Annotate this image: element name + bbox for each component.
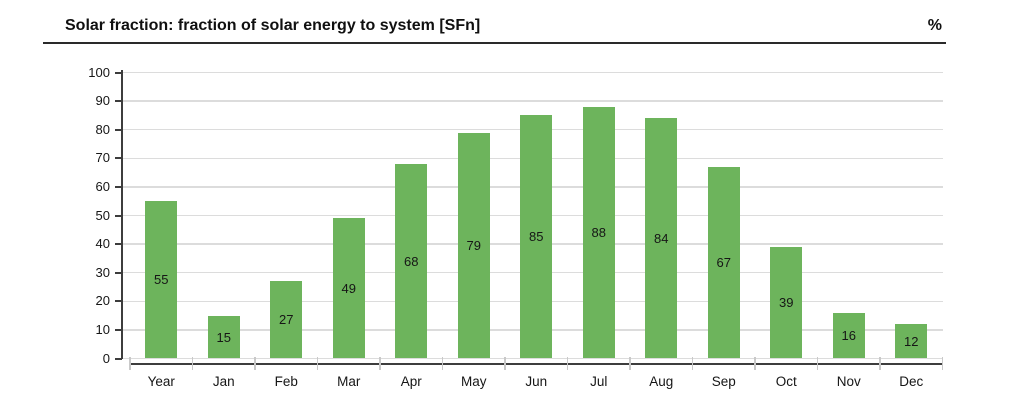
y-axis-tick-label: 40 bbox=[95, 236, 110, 252]
bar-value-label: 85 bbox=[529, 229, 544, 245]
bar bbox=[395, 164, 428, 359]
y-axis-tick bbox=[115, 300, 122, 303]
bar-value-label: 55 bbox=[154, 272, 169, 288]
bar bbox=[332, 218, 365, 359]
y-axis-tick bbox=[115, 357, 122, 360]
category-boundary-tick bbox=[191, 357, 194, 370]
y-axis-tick-label: 50 bbox=[95, 207, 110, 223]
y-axis-tick-label: 60 bbox=[95, 178, 110, 194]
y-axis-tick-label: 30 bbox=[95, 264, 110, 280]
x-axis-category-label: Jan bbox=[212, 374, 235, 389]
y-axis-tick bbox=[115, 185, 122, 188]
bar-value-label: 84 bbox=[654, 230, 669, 246]
chart-unit-label: % bbox=[927, 17, 942, 34]
x-axis-line bbox=[130, 362, 943, 365]
x-axis-category-label: Aug bbox=[649, 374, 674, 389]
y-axis-tick-label: 100 bbox=[88, 64, 110, 80]
x-axis-category-label: Mar bbox=[337, 374, 361, 389]
y-axis-tick bbox=[115, 243, 122, 246]
bar bbox=[520, 115, 553, 359]
y-axis-line bbox=[120, 70, 123, 359]
bar-value-label: 68 bbox=[404, 253, 419, 269]
category-boundary-tick bbox=[441, 357, 444, 370]
x-axis-category-label: May bbox=[460, 374, 487, 389]
bar bbox=[707, 166, 740, 359]
bar-value-label: 12 bbox=[904, 333, 919, 349]
x-axis-category-label: Apr bbox=[400, 374, 422, 389]
bar bbox=[645, 118, 678, 359]
category-boundary-tick bbox=[754, 357, 756, 370]
y-axis-tick bbox=[115, 214, 122, 217]
x-axis-category-label: Year bbox=[147, 374, 175, 389]
bar bbox=[582, 106, 615, 359]
y-axis-tick bbox=[115, 71, 122, 74]
y-axis-tick-label: 80 bbox=[95, 121, 110, 137]
y-axis-tick bbox=[115, 271, 122, 274]
y-axis-tick bbox=[115, 328, 122, 331]
chart-title: Solar fraction: fraction of solar energy… bbox=[65, 17, 481, 34]
x-axis-category-label: Sep bbox=[711, 374, 736, 389]
bar bbox=[145, 201, 178, 359]
category-boundary-tick bbox=[316, 357, 319, 370]
bar-value-label: 49 bbox=[341, 280, 356, 296]
category-boundary-tick bbox=[691, 357, 694, 370]
x-axis-category-label: Dec bbox=[899, 374, 924, 389]
bar-value-label: 88 bbox=[591, 225, 606, 241]
category-boundary-tick bbox=[629, 357, 631, 370]
gridline bbox=[122, 100, 943, 102]
category-boundary-tick bbox=[254, 357, 256, 370]
gridline bbox=[122, 71, 943, 74]
chart-header: Solar fraction: fraction of solar energy… bbox=[43, 16, 946, 44]
bar bbox=[207, 315, 240, 359]
gridline bbox=[122, 357, 943, 360]
bar bbox=[895, 324, 928, 359]
category-boundary-tick bbox=[941, 357, 944, 370]
y-axis-tick-label: 10 bbox=[95, 321, 110, 337]
y-axis-tick-label: 90 bbox=[95, 93, 110, 109]
bar-value-label: 27 bbox=[279, 312, 294, 328]
category-boundary-tick bbox=[879, 357, 881, 370]
bar-value-label: 16 bbox=[841, 328, 856, 344]
y-axis-tick bbox=[115, 128, 122, 131]
category-boundary-tick bbox=[129, 357, 131, 370]
x-axis-category-label: Nov bbox=[836, 374, 861, 389]
category-boundary-tick bbox=[504, 357, 506, 370]
y-axis-tick-label: 0 bbox=[102, 350, 110, 366]
x-axis-category-label: Oct bbox=[775, 374, 797, 389]
bar-value-label: 79 bbox=[466, 238, 481, 254]
category-boundary-tick bbox=[816, 357, 819, 370]
category-boundary-tick bbox=[566, 357, 569, 370]
bar bbox=[832, 312, 865, 359]
category-boundary-tick bbox=[379, 357, 381, 370]
y-axis-tick-label: 20 bbox=[95, 293, 110, 309]
bar-value-label: 39 bbox=[779, 295, 794, 311]
x-axis-category-label: Jul bbox=[590, 374, 608, 389]
bar bbox=[457, 132, 490, 359]
bar-value-label: 15 bbox=[216, 329, 231, 345]
y-axis-tick bbox=[115, 100, 122, 103]
x-axis-category-label: Jun bbox=[525, 374, 548, 389]
bar-value-label: 67 bbox=[716, 255, 731, 271]
y-axis-tick-label: 70 bbox=[95, 150, 110, 166]
bar bbox=[770, 246, 803, 359]
bar bbox=[270, 281, 303, 359]
y-axis-tick bbox=[115, 157, 122, 160]
x-axis-category-label: Feb bbox=[274, 374, 298, 389]
